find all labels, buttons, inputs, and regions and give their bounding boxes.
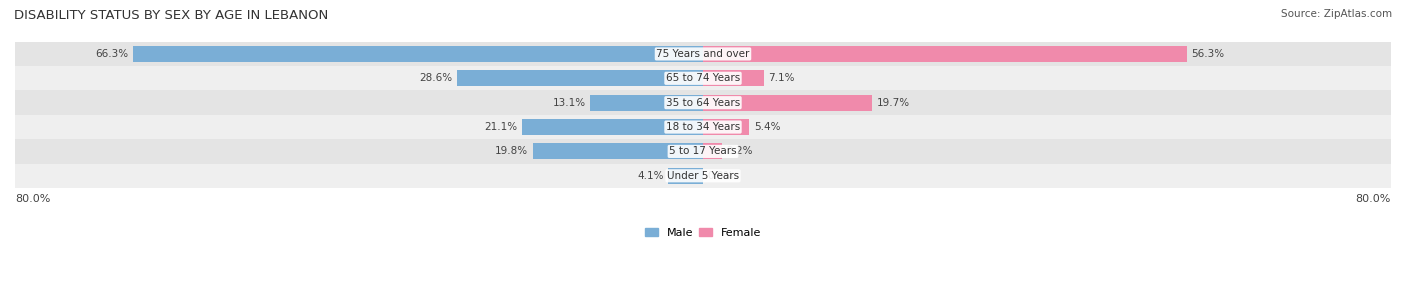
Text: Under 5 Years: Under 5 Years: [666, 171, 740, 181]
Bar: [703, 119, 749, 135]
Text: 66.3%: 66.3%: [96, 49, 128, 59]
Bar: [591, 95, 703, 111]
Bar: [15, 115, 1391, 139]
Text: 65 to 74 Years: 65 to 74 Years: [666, 73, 740, 83]
Text: 80.0%: 80.0%: [1355, 194, 1391, 204]
Text: 5 to 17 Years: 5 to 17 Years: [669, 147, 737, 157]
Bar: [15, 139, 1391, 164]
Text: 4.1%: 4.1%: [637, 171, 664, 181]
Bar: [132, 46, 703, 62]
Bar: [15, 66, 1391, 91]
Text: 35 to 64 Years: 35 to 64 Years: [666, 98, 740, 108]
Bar: [668, 168, 703, 184]
Bar: [522, 119, 703, 135]
Text: 80.0%: 80.0%: [15, 194, 51, 204]
Text: 7.1%: 7.1%: [768, 73, 794, 83]
Bar: [533, 143, 703, 159]
Bar: [703, 95, 872, 111]
Bar: [15, 164, 1391, 188]
Bar: [15, 42, 1391, 66]
Text: 19.7%: 19.7%: [877, 98, 910, 108]
Text: 0.0%: 0.0%: [707, 171, 734, 181]
Text: 2.2%: 2.2%: [727, 147, 752, 157]
Text: 56.3%: 56.3%: [1191, 49, 1225, 59]
Bar: [457, 71, 703, 86]
Bar: [703, 71, 763, 86]
Text: 28.6%: 28.6%: [419, 73, 453, 83]
Text: 13.1%: 13.1%: [553, 98, 586, 108]
Text: 5.4%: 5.4%: [754, 122, 780, 132]
Text: 21.1%: 21.1%: [484, 122, 517, 132]
Bar: [703, 46, 1187, 62]
Bar: [703, 143, 721, 159]
Bar: [15, 91, 1391, 115]
Text: 75 Years and over: 75 Years and over: [657, 49, 749, 59]
Text: 18 to 34 Years: 18 to 34 Years: [666, 122, 740, 132]
Legend: Male, Female: Male, Female: [640, 223, 766, 242]
Text: Source: ZipAtlas.com: Source: ZipAtlas.com: [1281, 9, 1392, 19]
Text: DISABILITY STATUS BY SEX BY AGE IN LEBANON: DISABILITY STATUS BY SEX BY AGE IN LEBAN…: [14, 9, 329, 22]
Text: 19.8%: 19.8%: [495, 147, 529, 157]
